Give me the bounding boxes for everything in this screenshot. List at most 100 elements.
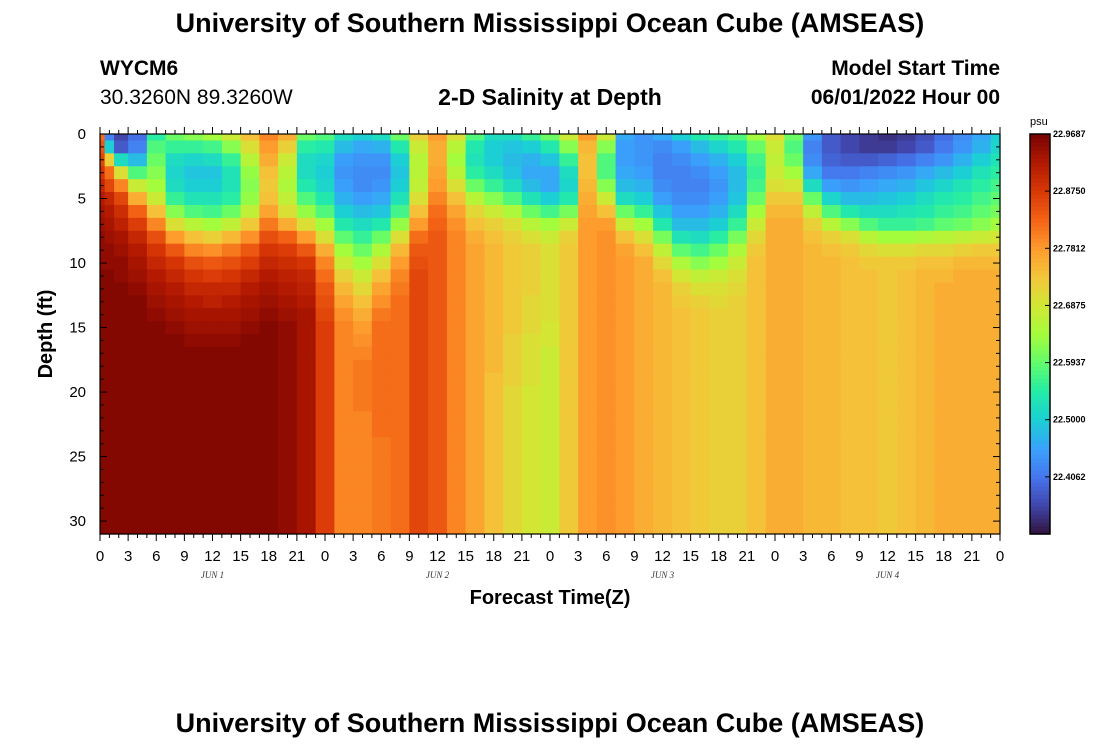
heatmap-cell xyxy=(371,372,392,387)
heatmap-cell xyxy=(803,153,823,167)
heatmap-cell xyxy=(709,437,729,451)
heatmap-cell xyxy=(953,450,973,464)
heatmap-cell xyxy=(990,398,1001,413)
heatmap-cell xyxy=(840,411,860,425)
heatmap-cell xyxy=(559,411,579,425)
heatmap-cell xyxy=(503,411,523,425)
heatmap-cell xyxy=(634,269,654,283)
heatmap-cell xyxy=(690,359,710,374)
heatmap-cell xyxy=(128,321,148,335)
heatmap-cell xyxy=(296,282,317,296)
heatmap-cell xyxy=(803,475,823,490)
heatmap-cell xyxy=(784,437,804,451)
heatmap-cell xyxy=(690,334,710,348)
heatmap-cell xyxy=(114,321,129,335)
heatmap-cell xyxy=(409,463,429,477)
heatmap-cell xyxy=(878,385,898,400)
heatmap-cell xyxy=(840,450,860,464)
heatmap-cell xyxy=(953,334,973,348)
heatmap-cell xyxy=(240,501,260,516)
heatmap-cell xyxy=(484,385,504,400)
heatmap-cell xyxy=(578,134,598,142)
heatmap-cell xyxy=(409,346,429,361)
heatmap-cell xyxy=(634,488,654,503)
heatmap-cell xyxy=(990,334,1001,348)
heatmap-cell xyxy=(671,321,692,335)
day-label: JUN 2 xyxy=(426,570,450,580)
heatmap-cell xyxy=(934,359,954,374)
heatmap-cell xyxy=(203,153,223,167)
heatmap-cell xyxy=(240,463,260,477)
heatmap-cell xyxy=(371,269,392,283)
heatmap-cell xyxy=(446,153,467,167)
heatmap-cell xyxy=(409,475,429,490)
heatmap-cell xyxy=(746,295,767,309)
heatmap-cell xyxy=(203,321,223,335)
heatmap-cell xyxy=(503,243,523,258)
colorbar-swatch xyxy=(1030,174,1050,179)
heatmap-cell xyxy=(915,398,935,413)
heatmap-cell xyxy=(915,359,935,374)
heatmap-cell xyxy=(203,204,223,219)
heatmap-cell xyxy=(409,166,429,180)
heatmap-cell xyxy=(559,295,579,309)
heatmap-cell xyxy=(221,269,242,283)
heatmap-cell xyxy=(634,372,654,387)
heatmap-cell xyxy=(765,282,785,296)
heatmap-cell xyxy=(221,308,242,322)
heatmap-cell xyxy=(334,475,354,490)
colorbar-swatch xyxy=(1030,294,1050,299)
heatmap-cell xyxy=(934,269,954,283)
heatmap-cell xyxy=(278,372,298,387)
heatmap-cell xyxy=(428,321,448,335)
heatmap-cell xyxy=(803,411,823,425)
heatmap-cell xyxy=(803,372,823,387)
heatmap-cell xyxy=(578,308,598,322)
heatmap-cell xyxy=(709,269,729,283)
heatmap-cell xyxy=(315,204,335,219)
heatmap-cell xyxy=(728,372,748,387)
heatmap-cell xyxy=(615,346,635,361)
heatmap-cell xyxy=(390,153,410,167)
heatmap-cell xyxy=(540,153,560,167)
heatmap-cell xyxy=(896,463,917,477)
heatmap-cell xyxy=(765,140,785,154)
heatmap-cell xyxy=(821,501,842,516)
heatmap-cell xyxy=(390,488,410,503)
heatmap-cell xyxy=(878,153,898,167)
heatmap-cell xyxy=(653,192,673,206)
colorbar-swatch xyxy=(1030,194,1050,199)
heatmap-cell xyxy=(728,269,748,283)
heatmap-cell xyxy=(784,514,804,529)
heatmap-cell xyxy=(953,204,973,219)
heatmap-cell xyxy=(840,514,860,529)
heatmap-cell xyxy=(784,450,804,464)
heatmap-cell xyxy=(296,475,317,490)
colorbar-swatch xyxy=(1030,450,1050,455)
heatmap-cell xyxy=(765,256,785,271)
heatmap-cell xyxy=(971,501,992,516)
colorbar-swatch xyxy=(1030,166,1050,171)
heatmap-cell xyxy=(240,204,260,219)
heatmap-cell xyxy=(971,295,992,309)
heatmap-cell xyxy=(278,243,298,258)
heatmap-cell xyxy=(521,243,542,258)
heatmap-cell xyxy=(953,230,973,245)
heatmap-cell xyxy=(278,140,298,154)
heatmap-cell xyxy=(146,179,167,193)
colorbar-swatch xyxy=(1030,322,1050,327)
colorbar-swatch xyxy=(1030,502,1050,507)
heatmap-cell xyxy=(671,411,692,425)
heatmap-cell xyxy=(484,243,504,258)
heatmap-cell xyxy=(709,501,729,516)
heatmap-cell xyxy=(634,134,654,142)
heatmap-cell xyxy=(334,372,354,387)
y-tick-label: 30 xyxy=(69,513,86,530)
heatmap-cell xyxy=(446,450,467,464)
heatmap-cell xyxy=(428,217,448,232)
heatmap-cell xyxy=(240,282,260,296)
heatmap-cell xyxy=(971,372,992,387)
heatmap-cell xyxy=(334,346,354,361)
heatmap-cell xyxy=(634,359,654,374)
colorbar-swatch xyxy=(1030,526,1050,531)
